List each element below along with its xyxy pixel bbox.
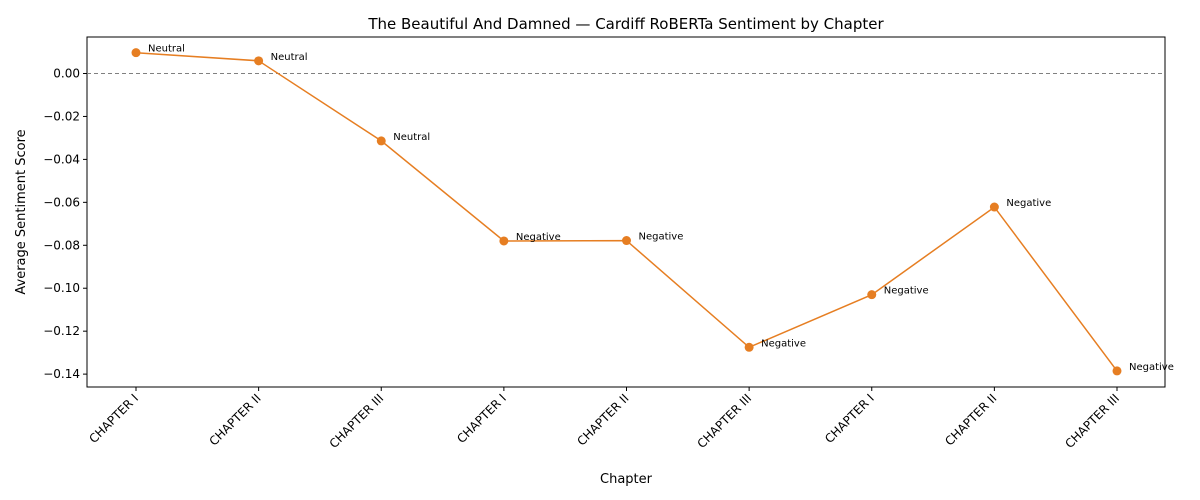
y-tick-label: −0.14 (43, 367, 80, 381)
data-point (376, 136, 386, 146)
y-axis-label: Average Sentiment Score (14, 129, 29, 294)
x-axis-label: Chapter (600, 472, 653, 487)
chart-title: The Beautiful And Damned — Cardiff RoBER… (367, 15, 884, 33)
y-tick-label: −0.08 (43, 238, 80, 252)
x-tick-label: CHAPTER II (206, 391, 263, 448)
y-tick-label: −0.04 (43, 152, 80, 166)
data-point-label: Neutral (393, 132, 430, 143)
y-tick-label: −0.12 (43, 324, 80, 338)
x-tick-label: CHAPTER I (822, 391, 877, 446)
y-tick-label: 0.00 (53, 67, 80, 81)
data-point (254, 56, 264, 66)
data-point (744, 342, 754, 352)
x-tick-label: CHAPTER III (1062, 391, 1122, 451)
data-point-label: Negative (884, 286, 929, 297)
y-tick-label: −0.10 (43, 281, 80, 295)
data-point (622, 236, 631, 246)
x-tick-label: CHAPTER I (454, 391, 509, 446)
x-tick-label: CHAPTER III (327, 391, 387, 451)
data-point-label: Neutral (148, 44, 185, 55)
data-point (867, 290, 877, 300)
y-tick-label: −0.06 (43, 195, 80, 209)
sentiment-series-line (135, 51, 1118, 372)
x-tick-label: CHAPTER II (574, 391, 631, 448)
data-point (499, 236, 509, 246)
data-point (1112, 366, 1122, 376)
x-tick-label: CHAPTER II (942, 391, 999, 448)
y-tick-label: −0.02 (43, 109, 80, 123)
x-tick-label: CHAPTER I (86, 391, 141, 446)
plot-area (86, 36, 1166, 388)
data-point-label: Negative (639, 232, 684, 243)
data-point (989, 202, 999, 212)
data-point-label: Negative (1129, 362, 1174, 373)
data-point-label: Negative (1006, 198, 1051, 209)
x-tick-label: CHAPTER III (694, 391, 754, 451)
data-point-label: Neutral (271, 52, 308, 63)
data-point-label: Negative (761, 338, 806, 349)
data-point (131, 48, 141, 58)
data-point-label: Negative (516, 232, 561, 243)
